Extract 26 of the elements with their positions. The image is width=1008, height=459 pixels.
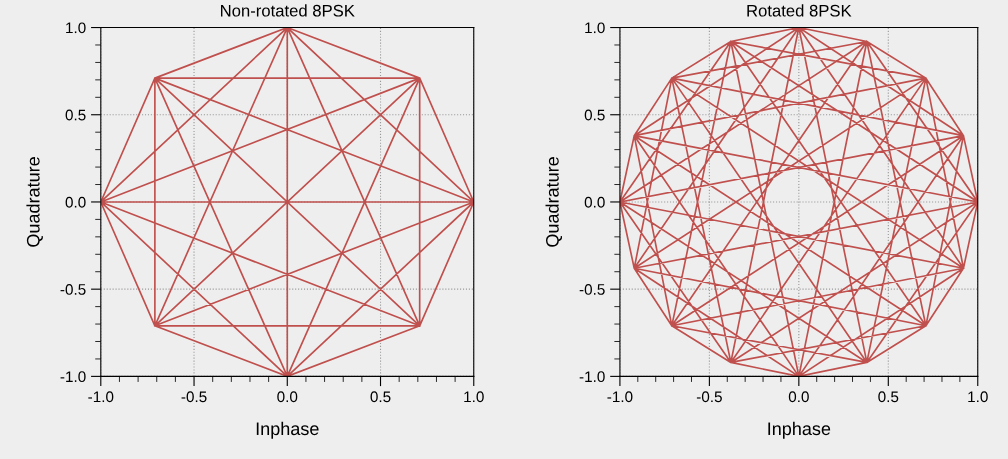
y-tick-label: 0.5 bbox=[584, 109, 605, 121]
y-tick-label: -1.0 bbox=[579, 371, 605, 383]
chart-title: Non-rotated 8PSK bbox=[221, 4, 355, 17]
x-axis-title: Inphase bbox=[256, 421, 319, 439]
x-tick-label: 1.0 bbox=[464, 391, 484, 403]
x-tick-label: -1.0 bbox=[88, 391, 114, 403]
x-tick-label: -0.5 bbox=[181, 391, 207, 403]
x-tick-label: -1.0 bbox=[607, 391, 633, 403]
y-tick-label: 1.0 bbox=[585, 22, 605, 34]
x-tick-label: 0.5 bbox=[370, 391, 391, 403]
x-tick-label: 0.5 bbox=[878, 391, 899, 403]
x-axis-title: Inphase bbox=[768, 421, 831, 439]
x-tick-label: 0.0 bbox=[277, 391, 298, 403]
y-tick-label: -0.5 bbox=[60, 284, 86, 295]
y-axis-title: Quadrature bbox=[545, 157, 563, 247]
x-tick-label: 1.0 bbox=[968, 391, 988, 403]
chart-title: Rotated 8PSK bbox=[747, 4, 852, 17]
y-tick-label: 0.5 bbox=[65, 109, 86, 121]
x-tick-label: 0.0 bbox=[788, 391, 809, 403]
y-tick-label: -1.0 bbox=[60, 371, 86, 383]
y-tick-label: -0.5 bbox=[579, 284, 605, 295]
x-tick-label: -0.5 bbox=[696, 391, 722, 403]
y-axis-title: Quadrature bbox=[26, 157, 43, 247]
y-tick-label: 1.0 bbox=[66, 22, 86, 34]
y-tick-label: 0.0 bbox=[584, 196, 605, 208]
y-tick-label: 0.0 bbox=[65, 196, 86, 208]
